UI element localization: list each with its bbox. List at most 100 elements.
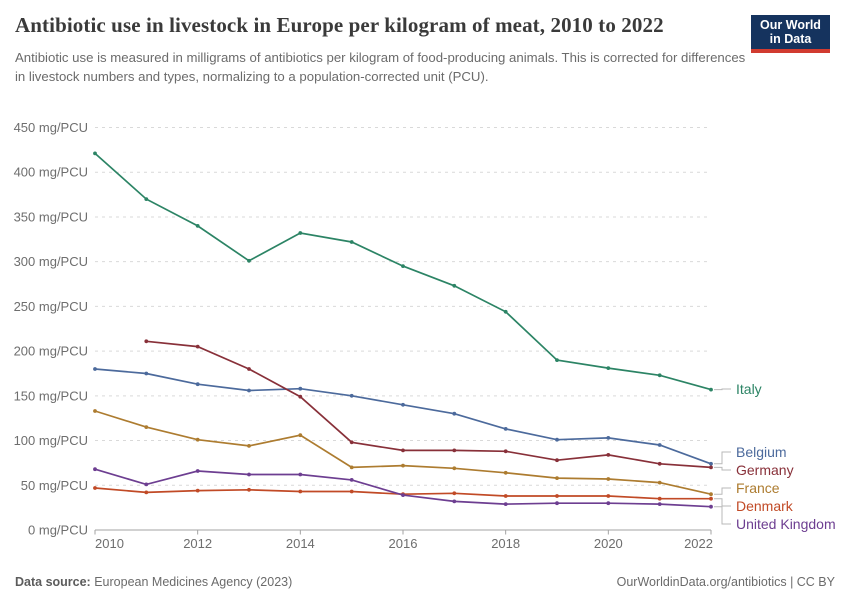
series-germany[interactable]: [144, 339, 713, 470]
series-label-france[interactable]: France: [736, 480, 780, 496]
data-point-italy[interactable]: [709, 387, 713, 392]
data-point-belgium[interactable]: [93, 367, 97, 371]
data-point-italy[interactable]: [657, 373, 662, 378]
data-point-france[interactable]: [555, 476, 559, 480]
data-point-france[interactable]: [606, 477, 611, 481]
data-point-belgium[interactable]: [709, 461, 713, 466]
data-point-france[interactable]: [247, 444, 251, 448]
data-point-united-kingdom[interactable]: [349, 478, 354, 482]
page-title: Antibiotic use in livestock in Europe pe…: [15, 13, 664, 37]
data-point-france[interactable]: [144, 425, 149, 429]
data-point-france[interactable]: [349, 465, 354, 470]
series-line-france[interactable]: [94, 410, 712, 496]
data-point-france[interactable]: [93, 409, 97, 413]
series-line-germany[interactable]: [146, 340, 712, 469]
data-point-denmark[interactable]: [657, 496, 662, 501]
data-point-italy[interactable]: [452, 283, 457, 288]
data-point-denmark[interactable]: [144, 490, 149, 495]
y-axis-tick-label: 350 mg/PCU: [14, 209, 88, 224]
series-italy[interactable]: [93, 151, 713, 392]
data-point-germany[interactable]: [349, 440, 354, 445]
data-point-france[interactable]: [298, 433, 303, 438]
data-point-united-kingdom[interactable]: [657, 502, 662, 506]
series-united-kingdom[interactable]: [93, 467, 713, 509]
data-point-germany[interactable]: [144, 339, 149, 344]
data-point-germany[interactable]: [555, 458, 559, 463]
data-point-france[interactable]: [503, 470, 508, 475]
data-point-united-kingdom[interactable]: [709, 504, 713, 509]
y-axis-tick-label: 0 mg/PCU: [28, 523, 88, 538]
series-france[interactable]: [93, 409, 713, 497]
data-point-italy[interactable]: [144, 197, 149, 202]
data-point-united-kingdom[interactable]: [606, 501, 611, 506]
data-point-italy[interactable]: [195, 224, 200, 228]
data-point-france[interactable]: [401, 463, 405, 468]
data-point-belgium[interactable]: [503, 427, 508, 431]
data-point-denmark[interactable]: [452, 491, 457, 496]
data-point-germany[interactable]: [606, 453, 611, 457]
data-point-united-kingdom[interactable]: [401, 493, 405, 497]
data-point-denmark[interactable]: [555, 494, 559, 498]
series-line-italy[interactable]: [94, 152, 712, 391]
data-point-denmark[interactable]: [401, 492, 405, 497]
data-point-united-kingdom[interactable]: [93, 467, 97, 472]
data-point-united-kingdom[interactable]: [144, 482, 149, 487]
data-point-united-kingdom[interactable]: [503, 502, 508, 506]
series-label-denmark[interactable]: Denmark: [736, 498, 794, 514]
data-point-italy[interactable]: [349, 240, 354, 244]
series-line-belgium[interactable]: [94, 368, 712, 465]
series-label-belgium[interactable]: Belgium: [736, 444, 787, 460]
series-label-united-kingdom[interactable]: United Kingdom: [736, 516, 836, 532]
data-source-value: European Medicines Agency (2023): [94, 575, 293, 589]
data-point-france[interactable]: [195, 437, 200, 442]
data-point-denmark[interactable]: [709, 496, 713, 501]
series-line-united-kingdom[interactable]: [94, 468, 712, 508]
data-point-united-kingdom[interactable]: [452, 499, 457, 504]
data-point-germany[interactable]: [452, 448, 457, 453]
series-label-italy[interactable]: Italy: [736, 381, 762, 397]
data-point-belgium[interactable]: [195, 382, 200, 387]
y-axis-tick-label: 450 mg/PCU: [14, 120, 88, 135]
data-point-belgium[interactable]: [298, 386, 303, 391]
data-point-italy[interactable]: [555, 358, 559, 362]
data-point-belgium[interactable]: [401, 402, 405, 407]
data-point-belgium[interactable]: [349, 393, 354, 398]
series-belgium[interactable]: [93, 367, 713, 466]
data-point-italy[interactable]: [247, 258, 251, 263]
data-point-denmark[interactable]: [298, 489, 303, 494]
data-point-denmark[interactable]: [503, 494, 508, 498]
data-point-denmark[interactable]: [606, 494, 611, 498]
data-point-united-kingdom[interactable]: [555, 501, 559, 506]
data-point-denmark[interactable]: [93, 486, 97, 490]
data-point-united-kingdom[interactable]: [195, 469, 200, 473]
data-point-germany[interactable]: [298, 394, 303, 399]
data-point-belgium[interactable]: [555, 437, 559, 442]
data-point-france[interactable]: [452, 466, 457, 471]
data-point-italy[interactable]: [401, 264, 405, 268]
data-point-italy[interactable]: [503, 309, 508, 314]
data-point-denmark[interactable]: [247, 487, 251, 492]
data-point-germany[interactable]: [503, 449, 508, 454]
data-point-germany[interactable]: [195, 344, 200, 349]
data-point-france[interactable]: [709, 492, 713, 497]
data-point-germany[interactable]: [247, 367, 251, 371]
series-label-germany[interactable]: Germany: [736, 462, 794, 478]
data-point-italy[interactable]: [298, 231, 303, 235]
data-point-italy[interactable]: [93, 151, 97, 156]
data-point-belgium[interactable]: [247, 388, 251, 393]
data-point-france[interactable]: [657, 480, 662, 485]
data-point-denmark[interactable]: [195, 488, 200, 493]
data-point-denmark[interactable]: [349, 489, 354, 494]
data-point-belgium[interactable]: [144, 371, 149, 376]
data-point-belgium[interactable]: [606, 436, 611, 440]
data-point-germany[interactable]: [709, 465, 713, 470]
series-line-denmark[interactable]: [94, 487, 711, 500]
series-denmark[interactable]: [93, 486, 713, 501]
data-point-united-kingdom[interactable]: [298, 472, 303, 477]
data-point-belgium[interactable]: [657, 443, 662, 447]
data-point-germany[interactable]: [657, 461, 662, 466]
data-point-italy[interactable]: [606, 366, 611, 370]
data-point-belgium[interactable]: [452, 411, 457, 416]
data-point-germany[interactable]: [401, 448, 405, 453]
data-point-united-kingdom[interactable]: [247, 472, 251, 477]
